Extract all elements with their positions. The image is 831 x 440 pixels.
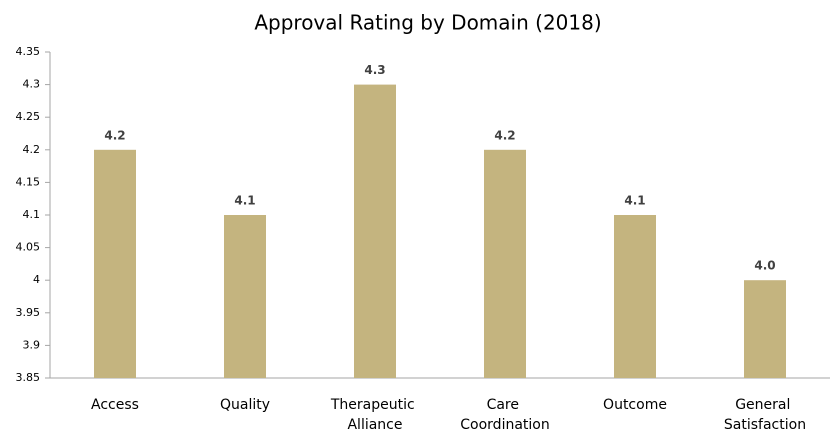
x-tick-label: Care Coordination <box>460 397 549 433</box>
data-label: 4.3 <box>364 63 385 77</box>
chart-title: Approval Rating by Domain (2018) <box>254 11 601 35</box>
x-tick-label: Access <box>91 397 139 413</box>
bar <box>614 215 656 378</box>
data-label: 4.1 <box>234 194 255 208</box>
data-label: 4.0 <box>754 259 775 273</box>
y-tick-label: 3.95 <box>16 306 41 319</box>
bar <box>354 84 396 378</box>
data-label: 4.2 <box>494 128 515 142</box>
y-tick-label: 3.9 <box>23 338 41 351</box>
bar <box>224 215 266 378</box>
bar <box>484 149 526 378</box>
data-label: 4.1 <box>624 194 645 208</box>
x-tick-label: Therapeutic Alliance <box>330 397 419 433</box>
y-tick-label: 4.2 <box>23 143 41 156</box>
y-tick-label: 3.85 <box>16 371 41 384</box>
data-label: 4.2 <box>104 128 125 142</box>
bar <box>744 280 786 378</box>
y-tick-label: 4.05 <box>16 241 41 254</box>
bar <box>94 149 136 378</box>
x-tick-label: General Satisfaction <box>724 397 806 433</box>
y-tick-label: 4.3 <box>23 78 41 91</box>
y-tick-label: 4.1 <box>23 208 41 221</box>
y-tick-label: 4 <box>33 273 40 286</box>
y-tick-label: 4.35 <box>16 45 41 58</box>
y-tick-label: 4.25 <box>16 110 41 123</box>
y-tick-label: 4.15 <box>16 175 41 188</box>
x-tick-label: Outcome <box>603 397 667 413</box>
x-tick-label: Quality <box>220 397 270 413</box>
